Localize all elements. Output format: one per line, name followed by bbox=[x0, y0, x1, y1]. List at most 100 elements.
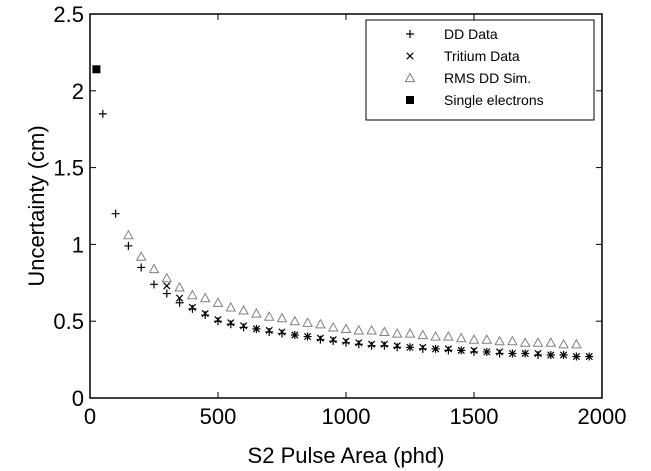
data-point bbox=[545, 337, 557, 347]
legend-entry: Single electrons bbox=[406, 92, 544, 108]
data-point bbox=[162, 289, 171, 298]
data-point bbox=[406, 343, 414, 351]
x-axis-title: S2 Pulse Area (phd) bbox=[248, 443, 445, 468]
data-point bbox=[187, 289, 198, 300]
data-point bbox=[315, 318, 326, 329]
data-point bbox=[532, 337, 544, 347]
data-point bbox=[214, 316, 222, 324]
legend-marker bbox=[404, 72, 416, 83]
y-tick-label: 0 bbox=[72, 386, 84, 411]
data-point bbox=[571, 338, 582, 349]
data-point bbox=[508, 349, 517, 358]
data-point bbox=[135, 251, 147, 261]
data-point bbox=[444, 345, 453, 353]
data-point bbox=[316, 335, 325, 344]
data-point bbox=[150, 280, 158, 289]
data-point bbox=[188, 303, 197, 312]
data-point bbox=[534, 350, 542, 359]
data-point bbox=[393, 342, 401, 350]
data-point bbox=[342, 337, 350, 345]
data-point bbox=[417, 329, 429, 340]
data-point bbox=[494, 335, 505, 346]
data-point bbox=[201, 311, 210, 320]
data-point bbox=[278, 329, 286, 338]
data-point bbox=[111, 209, 120, 218]
data-point bbox=[457, 346, 465, 355]
data-point bbox=[418, 344, 427, 353]
data-point bbox=[521, 349, 529, 358]
series-square bbox=[92, 65, 101, 74]
data-point bbox=[379, 326, 390, 337]
data-point bbox=[265, 326, 273, 335]
data-point bbox=[547, 351, 555, 359]
data-point bbox=[430, 331, 441, 341]
y-tick-label: 1 bbox=[72, 232, 84, 257]
data-point bbox=[468, 334, 480, 344]
data-point bbox=[124, 241, 133, 250]
data-point bbox=[214, 317, 222, 326]
data-point bbox=[327, 321, 339, 332]
y-tick-label: 2.5 bbox=[53, 2, 84, 27]
data-point bbox=[227, 319, 235, 327]
data-point bbox=[355, 339, 363, 347]
legend-marker bbox=[406, 30, 414, 38]
data-point bbox=[265, 327, 274, 336]
legend-box bbox=[365, 19, 595, 121]
data-point bbox=[92, 65, 101, 74]
y-tick-label: 0.5 bbox=[53, 309, 84, 334]
data-point bbox=[98, 109, 107, 118]
data-point bbox=[163, 282, 171, 290]
y-tick-label: 2 bbox=[72, 79, 84, 104]
data-point bbox=[558, 338, 569, 349]
y-tick-labels: 0 0.5 1 1.5 2 2.5 bbox=[53, 2, 84, 411]
data-point bbox=[303, 332, 312, 341]
data-point bbox=[276, 312, 288, 323]
series-cross bbox=[163, 282, 593, 361]
x-tick-label: 0 bbox=[84, 404, 96, 429]
data-point bbox=[404, 327, 416, 338]
data-point bbox=[137, 263, 146, 272]
data-point bbox=[289, 315, 301, 326]
y-tick-label: 1.5 bbox=[53, 156, 84, 181]
legend-marker bbox=[406, 96, 414, 104]
data-point bbox=[188, 304, 197, 313]
data-point bbox=[354, 340, 363, 349]
plot-frame bbox=[89, 13, 603, 399]
data-point bbox=[585, 352, 593, 361]
x-tick-label: 2000 bbox=[578, 404, 627, 429]
series-plus bbox=[98, 109, 594, 361]
data-point bbox=[329, 336, 337, 344]
data-point bbox=[302, 317, 313, 327]
data-point bbox=[161, 272, 173, 283]
data-point bbox=[251, 307, 262, 318]
data-point bbox=[393, 343, 402, 352]
data-point bbox=[444, 346, 453, 355]
data-point bbox=[559, 351, 568, 359]
y-axis-title: Uncertainty (cm) bbox=[24, 125, 49, 286]
x-tick-label: 1000 bbox=[322, 404, 371, 429]
data-point bbox=[353, 324, 365, 335]
data-point bbox=[419, 343, 427, 351]
data-point bbox=[239, 322, 248, 330]
data-point bbox=[470, 347, 478, 356]
data-point bbox=[226, 320, 235, 329]
data-point bbox=[391, 327, 403, 338]
data-point bbox=[123, 229, 134, 240]
legend-label: Tritium Data bbox=[444, 48, 520, 64]
legend-label: DD Data bbox=[444, 26, 498, 42]
data-point bbox=[483, 348, 491, 356]
data-point bbox=[175, 294, 184, 302]
data-point bbox=[519, 337, 531, 347]
data-point bbox=[572, 352, 581, 361]
data-point bbox=[455, 332, 467, 343]
data-point bbox=[481, 334, 493, 344]
data-point bbox=[252, 325, 261, 333]
data-point bbox=[316, 334, 325, 342]
data-point bbox=[329, 337, 338, 346]
data-point bbox=[342, 338, 350, 347]
data-point bbox=[507, 335, 518, 346]
data-point bbox=[148, 263, 160, 274]
data-point bbox=[199, 292, 211, 303]
data-point bbox=[212, 297, 224, 307]
data-point bbox=[380, 340, 389, 348]
